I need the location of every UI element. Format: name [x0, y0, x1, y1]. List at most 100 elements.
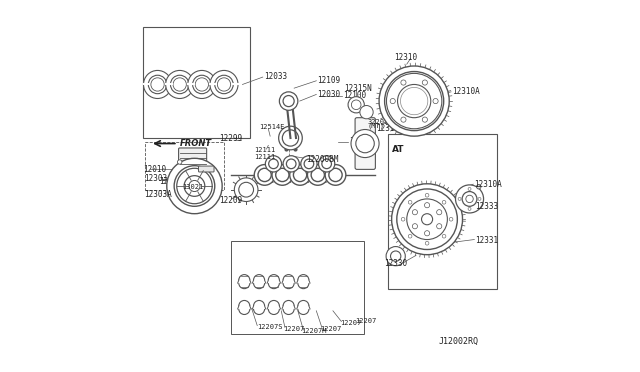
Text: 12209: 12209 [220, 196, 243, 205]
Circle shape [407, 94, 422, 109]
Circle shape [151, 78, 164, 91]
Circle shape [433, 99, 438, 104]
Text: 12030: 12030 [317, 90, 340, 99]
Circle shape [188, 70, 216, 99]
Circle shape [269, 159, 278, 169]
Circle shape [195, 78, 209, 91]
Circle shape [462, 192, 477, 206]
Circle shape [442, 234, 446, 238]
Text: 12315N: 12315N [344, 84, 372, 93]
Circle shape [282, 130, 299, 146]
Text: 32202: 32202 [368, 119, 389, 125]
Circle shape [390, 251, 401, 261]
Circle shape [386, 247, 405, 266]
Circle shape [422, 117, 428, 122]
Circle shape [283, 156, 300, 172]
Text: 12207: 12207 [355, 318, 376, 324]
Text: 12514E: 12514E [259, 124, 285, 130]
Bar [182, 166, 204, 180]
Circle shape [468, 187, 471, 190]
Circle shape [215, 75, 233, 94]
Bar [145, 142, 224, 190]
Circle shape [436, 224, 442, 229]
Circle shape [266, 156, 282, 172]
Text: 12331: 12331 [475, 236, 498, 245]
Circle shape [351, 100, 361, 110]
Circle shape [319, 156, 335, 172]
Circle shape [218, 78, 230, 91]
Circle shape [307, 164, 328, 185]
Bar [232, 241, 364, 334]
Circle shape [166, 70, 194, 99]
Circle shape [412, 224, 417, 229]
Circle shape [173, 78, 186, 91]
Text: 12310A: 12310A [452, 87, 480, 96]
Circle shape [276, 168, 289, 182]
Circle shape [148, 75, 167, 94]
Text: AT: AT [392, 145, 404, 154]
Text: J12002RQ: J12002RQ [439, 337, 479, 346]
Circle shape [348, 97, 364, 113]
FancyBboxPatch shape [179, 148, 207, 170]
Circle shape [280, 92, 298, 110]
Circle shape [387, 73, 442, 129]
Circle shape [397, 189, 458, 250]
Circle shape [360, 106, 373, 119]
Circle shape [322, 159, 332, 169]
Circle shape [189, 166, 196, 172]
Circle shape [403, 90, 425, 112]
Circle shape [167, 158, 222, 214]
Bar [143, 27, 250, 138]
Text: 12207S: 12207S [257, 324, 283, 330]
Circle shape [408, 201, 412, 204]
Text: 12303: 12303 [145, 174, 168, 183]
Circle shape [177, 160, 182, 164]
Circle shape [422, 214, 433, 225]
Bar [388, 134, 497, 289]
Text: 12111: 12111 [254, 154, 276, 160]
Text: 13021: 13021 [182, 184, 203, 190]
Circle shape [234, 178, 258, 202]
Text: 12109: 12109 [317, 76, 340, 85]
Text: 12207: 12207 [340, 320, 362, 326]
Circle shape [278, 126, 302, 150]
Circle shape [311, 168, 324, 182]
FancyBboxPatch shape [355, 118, 376, 169]
Text: FRONT: FRONT [180, 139, 212, 148]
Circle shape [442, 201, 446, 204]
Text: 12100: 12100 [343, 91, 366, 100]
Circle shape [449, 217, 453, 221]
Circle shape [458, 198, 461, 201]
Circle shape [468, 208, 471, 211]
Circle shape [397, 84, 431, 118]
Circle shape [422, 80, 428, 85]
Circle shape [177, 168, 212, 204]
Circle shape [174, 166, 215, 206]
Circle shape [287, 159, 296, 169]
Circle shape [401, 117, 406, 122]
Circle shape [424, 203, 429, 208]
Text: 12207: 12207 [320, 326, 341, 332]
Circle shape [385, 71, 444, 131]
Circle shape [254, 164, 275, 185]
Circle shape [258, 168, 271, 182]
Circle shape [304, 159, 314, 169]
Text: 12314M: 12314M [376, 124, 404, 133]
Circle shape [425, 241, 429, 245]
Circle shape [425, 193, 429, 197]
Text: 12299: 12299 [220, 134, 243, 143]
Circle shape [477, 185, 481, 189]
Circle shape [325, 164, 346, 185]
Circle shape [184, 176, 205, 196]
Text: 12200: 12200 [349, 137, 372, 146]
Circle shape [379, 66, 449, 136]
Text: 12207M: 12207M [301, 328, 327, 334]
Circle shape [392, 184, 463, 255]
Circle shape [170, 75, 189, 94]
Circle shape [408, 234, 412, 238]
Circle shape [189, 180, 200, 192]
Circle shape [401, 87, 428, 115]
Circle shape [412, 210, 417, 215]
Circle shape [290, 164, 310, 185]
Circle shape [301, 156, 317, 172]
